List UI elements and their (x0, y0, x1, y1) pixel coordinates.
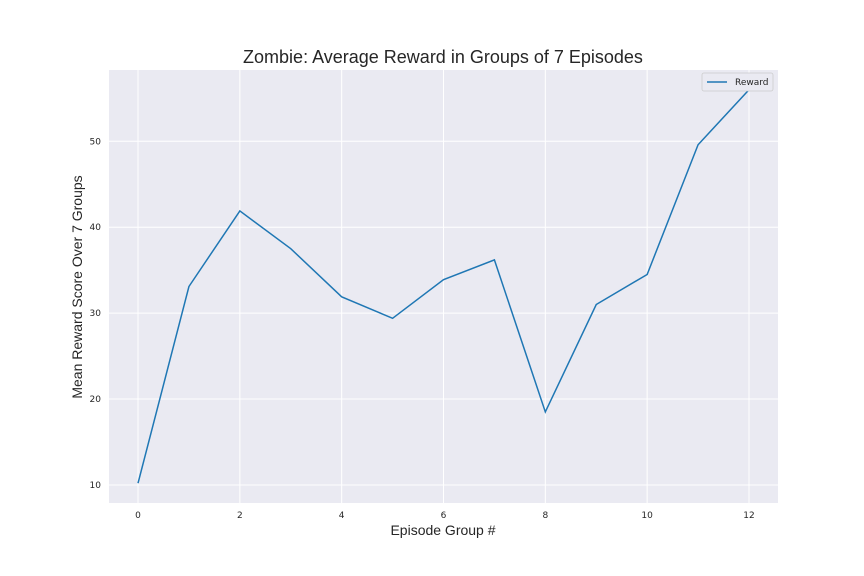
legend-label: Reward (735, 78, 769, 88)
x-tick-label: 4 (339, 511, 345, 521)
x-tick-label: 2 (237, 511, 243, 521)
x-tick-label: 6 (441, 511, 447, 521)
y-axis-label: Mean Reward Score Over 7 Groups (69, 175, 85, 398)
x-axis-label: Episode Group # (390, 522, 495, 538)
x-tick-label: 10 (641, 511, 653, 521)
y-tick-label: 10 (90, 481, 102, 491)
x-tick-label: 12 (743, 511, 754, 521)
chart-title: Zombie: Average Reward in Groups of 7 Ep… (243, 47, 643, 67)
y-tick-label: 30 (90, 309, 102, 319)
x-tick-label: 8 (542, 511, 548, 521)
x-tick-label: 0 (135, 511, 141, 521)
y-tick-label: 50 (90, 137, 102, 147)
series-line-reward (137, 89, 750, 484)
y-tick-label: 20 (90, 395, 102, 405)
y-tick-labels: 10 20 30 40 50 (90, 137, 102, 491)
x-tick-labels: 0 2 4 6 8 10 12 (135, 511, 755, 521)
legend: Reward (701, 72, 774, 92)
legend-box (701, 72, 774, 92)
y-tick-label: 40 (90, 223, 102, 233)
